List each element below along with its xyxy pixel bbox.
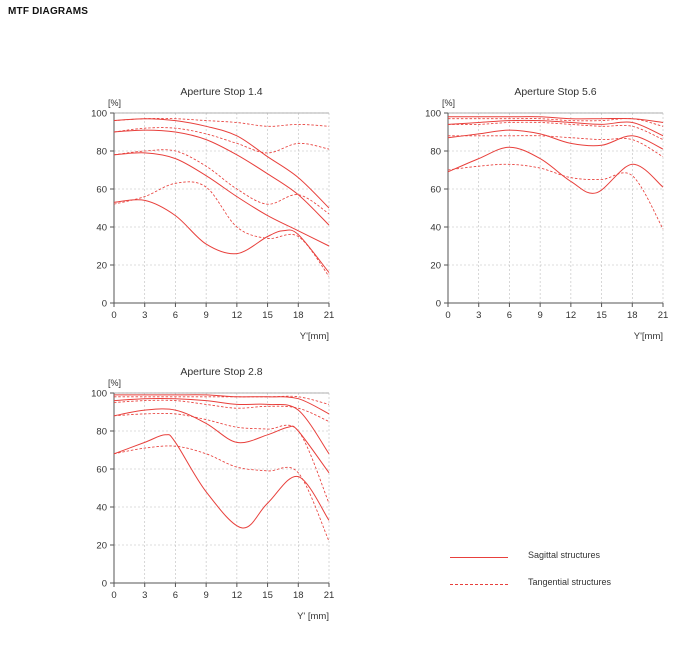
series-line-tangential <box>447 163 664 230</box>
chart-3: Aperture Stop 2.8 [%] 0 20 40 60 80 100 0 3 6 9 12 15… <box>91 366 334 622</box>
legend-item-tangential: Tangential structures <box>450 577 650 591</box>
x-tick-label: 21 <box>324 590 335 601</box>
x-tick-label: 15 <box>596 310 607 321</box>
y-tick-label: 20 <box>96 261 107 272</box>
x-axis-label: Y'[mm] <box>300 331 329 342</box>
legend-label-tangential: Tangential structures <box>528 577 612 587</box>
chart-1: Aperture Stop 1.4 [%] 0 20 40 60 80 100 0 3 6 9 12 15… <box>91 86 334 342</box>
y-tick-label: 60 <box>430 185 441 196</box>
y-tick-label: 100 <box>91 389 107 400</box>
series-line-tangential <box>113 412 330 504</box>
series-line-sagittal <box>113 129 330 226</box>
x-tick-label: 3 <box>142 310 147 321</box>
series-line-tangential <box>447 121 664 140</box>
y-tick-label: 40 <box>96 223 107 234</box>
x-tick-label: 21 <box>658 310 669 321</box>
y-tick-label: 40 <box>96 503 107 514</box>
series-line-tangential <box>113 445 330 542</box>
y-tick-label: 0 <box>436 299 441 310</box>
x-axis-label: Y'[mm] <box>634 331 663 342</box>
series-line-sagittal <box>113 118 330 209</box>
x-tick-label: 9 <box>537 310 542 321</box>
series-line-sagittal <box>113 199 330 273</box>
chart-title: Aperture Stop 2.8 <box>180 366 262 378</box>
legend-swatch-solid <box>450 557 508 558</box>
x-tick-label: 0 <box>111 310 116 321</box>
y-axis-label: [%] <box>442 98 455 108</box>
x-tick-label: 15 <box>262 310 273 321</box>
y-tick-label: 80 <box>96 427 107 438</box>
x-tick-label: 15 <box>262 590 273 601</box>
y-tick-label: 100 <box>91 109 107 120</box>
x-tick-label: 3 <box>476 310 481 321</box>
chart-title: Aperture Stop 1.4 <box>180 86 262 98</box>
x-tick-label: 0 <box>111 590 116 601</box>
series-line-sagittal <box>113 152 330 247</box>
series-line-sagittal <box>447 146 664 194</box>
x-tick-label: 0 <box>445 310 450 321</box>
y-tick-label: 100 <box>425 109 441 120</box>
series-line-sagittal <box>447 129 664 150</box>
series-line-sagittal <box>114 394 330 415</box>
x-axis-label: Y' [mm] <box>297 611 329 622</box>
series-line-sagittal <box>113 408 330 474</box>
x-tick-label: 21 <box>324 310 335 321</box>
legend-swatch-dashed <box>450 584 508 585</box>
x-tick-label: 12 <box>232 310 243 321</box>
series-line-tangential <box>113 149 330 215</box>
page-title: MTF DIAGRAMS <box>8 6 89 17</box>
series-line-sagittal <box>113 434 330 529</box>
y-axis-label: [%] <box>108 98 121 108</box>
x-tick-label: 18 <box>293 590 304 601</box>
series-line-sagittal <box>447 119 664 137</box>
y-axis-label: [%] <box>108 378 121 388</box>
x-tick-label: 18 <box>627 310 638 321</box>
chart-title: Aperture Stop 5.6 <box>514 86 596 98</box>
x-tick-label: 12 <box>566 310 577 321</box>
chart-2: Aperture Stop 5.6 [%] 0 20 40 60 80 100 0 3 6 9 12 15… <box>425 86 668 342</box>
y-tick-label: 80 <box>96 147 107 158</box>
legend-label-sagittal: Sagittal structures <box>528 550 601 560</box>
y-tick-label: 80 <box>430 147 441 158</box>
series-line-tangential <box>114 395 330 405</box>
y-tick-label: 0 <box>102 579 107 590</box>
y-tick-label: 20 <box>430 261 441 272</box>
series-line-tangential <box>113 118 330 127</box>
x-tick-label: 9 <box>203 590 208 601</box>
x-tick-label: 6 <box>173 590 178 601</box>
series-line-sagittal <box>113 397 330 455</box>
x-tick-label: 12 <box>232 590 243 601</box>
series-line-tangential <box>113 399 330 422</box>
y-tick-label: 40 <box>430 223 441 234</box>
series-line-tangential <box>447 118 664 127</box>
legend-item-sagittal: Sagittal structures <box>450 550 650 564</box>
x-tick-label: 3 <box>142 590 147 601</box>
series-line-tangential <box>113 181 330 277</box>
y-tick-label: 20 <box>96 541 107 552</box>
y-tick-label: 0 <box>102 299 107 310</box>
y-tick-label: 60 <box>96 465 107 476</box>
x-tick-label: 6 <box>507 310 512 321</box>
x-tick-label: 9 <box>203 310 208 321</box>
y-tick-label: 60 <box>96 185 107 196</box>
x-tick-label: 18 <box>293 310 304 321</box>
x-tick-label: 6 <box>173 310 178 321</box>
series-line-tangential <box>448 135 664 158</box>
legend: Sagittal structures Tangential structure… <box>450 550 650 600</box>
series-line-tangential <box>113 127 330 154</box>
